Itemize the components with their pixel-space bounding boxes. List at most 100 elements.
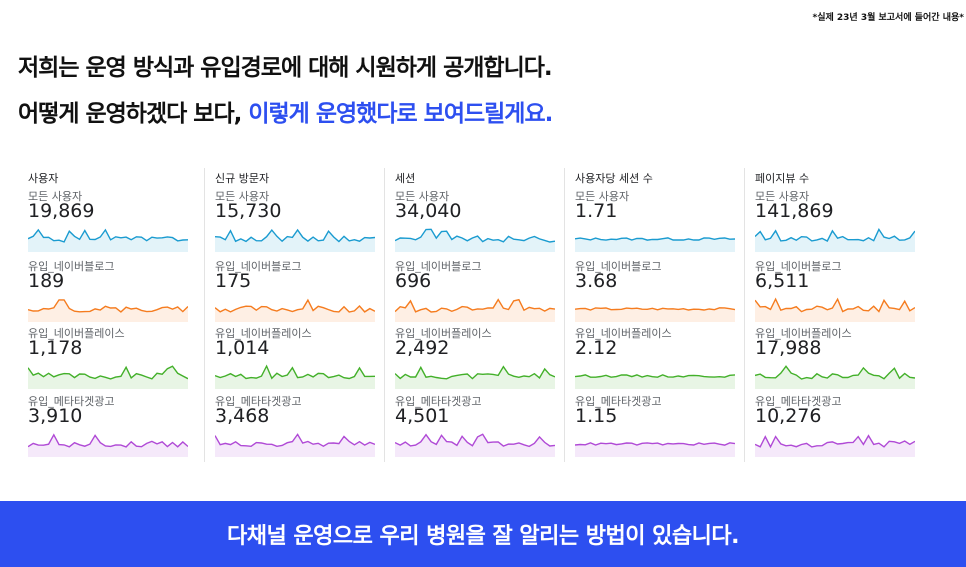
sparkline [215,433,375,457]
metric-column-users: 사용자 모든 사용자 19,869 유입_네이버블로그 189 유입_네이버플레… [24,168,204,462]
column-title: 사용자 [28,172,59,185]
metric-value: 2,492 [395,337,450,359]
metric-column-sessions-per-user: 사용자당 세션 수 모든 사용자 1.71 유입_네이버블로그 3.68 유입_… [564,168,744,462]
metric-value: 6,511 [755,270,810,292]
metric-column-sessions: 세션 모든 사용자 34,040 유입_네이버블로그 696 유입_네이버플레이… [384,168,564,462]
metric-card: 유입_메타타겟광고 3,910 [28,393,190,459]
sparkline-line [755,227,915,242]
sparkline [395,365,555,389]
metric-label: 유입_메타타겟광고 [215,395,302,408]
metric-value: 1.71 [575,200,618,222]
metric-column-pageviews: 페이지뷰 수 모든 사용자 141,869 유입_네이버블로그 6,511 유입… [744,168,924,462]
sparkline [215,228,375,252]
sparkline-line [575,237,735,241]
column-title: 신규 방문자 [215,172,270,185]
sparkline-line [215,228,375,243]
sparkline [395,433,555,457]
sparkline-area [755,299,915,322]
sparkline-line [215,433,375,448]
metric-card: 유입_네이버플레이스 1,014 [215,325,377,391]
metric-value: 696 [395,270,432,292]
metric-label: 모든 사용자 [575,190,630,203]
column-title: 사용자당 세션 수 [575,172,653,185]
sparkline [28,365,188,389]
metric-value: 141,869 [755,200,834,222]
sparkline [755,434,915,457]
sparkline [215,298,375,322]
metric-value: 15,730 [215,200,282,222]
sparkline-area [575,237,735,252]
metric-card: 유입_네이버블로그 3.68 [575,258,737,324]
metric-label: 유입_네이버플레이스 [215,327,312,340]
sparkline [755,297,915,322]
metric-label: 유입_네이버플레이스 [28,327,125,340]
sparkline-area [395,299,555,322]
metric-card: 모든 사용자 15,730 [215,188,377,254]
metric-value: 175 [215,270,252,292]
metric-value: 3,468 [215,405,270,427]
metric-label: 유입_네이버플레이스 [575,327,672,340]
metric-card: 모든 사용자 141,869 [755,188,917,254]
metric-label: 유입_메타타겟광고 [755,395,842,408]
sparkline [28,433,188,457]
metric-column-new-visitors: 신규 방문자 모든 사용자 15,730 유입_네이버블로그 175 유입_네이… [204,168,384,462]
sparkline-area [215,434,375,457]
metric-card: 유입_네이버블로그 175 [215,258,377,324]
sparkline-line [395,433,555,448]
sparkline-line [575,374,735,378]
bottom-banner: 다채널 운영으로 우리 병원을 잘 알리는 방법이 있습니다. [0,501,966,567]
sparkline-line [395,228,555,243]
metric-value: 10,276 [755,405,822,427]
sparkline [575,237,735,252]
sparkline-line [215,364,375,380]
metric-card: 유입_메타타겟광고 3,468 [215,393,377,459]
sparkline-area [28,434,188,457]
metric-value: 189 [28,270,65,292]
analytics-summary-panel: 사용자 모든 사용자 19,869 유입_네이버블로그 189 유입_네이버플레… [24,168,924,462]
sparkline [755,365,915,389]
sparkline-area [28,299,188,322]
sparkline-area [755,229,915,252]
metric-value: 34,040 [395,200,462,222]
headline-highlight-text: 이렇게 운영했다로 보여드릴게요. [248,101,553,127]
metric-card: 유입_네이버블로그 696 [395,258,557,324]
sparkline [28,228,188,252]
metric-card: 유입_네이버플레이스 1,178 [28,325,190,391]
metric-card: 유입_메타타겟광고 1.15 [575,393,737,459]
sparkline-area [575,307,735,322]
metric-card: 유입_메타타겟광고 10,276 [755,393,917,459]
sparkline-area [395,229,555,252]
sparkline-area [755,435,915,457]
metric-card: 유입_네이버플레이스 2,492 [395,325,557,391]
metric-value: 3.68 [575,270,618,292]
sparkline-line [28,228,188,243]
metric-card: 모든 사용자 1.71 [575,188,737,254]
sparkline-line [28,299,188,313]
metric-card: 유입_네이버플레이스 17,988 [755,325,917,391]
metric-card: 모든 사용자 34,040 [395,188,557,254]
metric-card: 유입_네이버블로그 189 [28,258,190,324]
sparkline-line [395,365,555,380]
metric-label: 유입_메타타겟광고 [395,395,482,408]
sparkline-area [755,366,915,389]
sparkline-area [215,366,375,389]
metric-label: 모든 사용자 [755,190,810,203]
metric-value: 4,501 [395,405,450,427]
metric-card: 유입_네이버블로그 6,511 [755,258,917,324]
sparkline-area [575,374,735,389]
sparkline-line [575,442,735,446]
report-note: *실제 23년 3월 보고서에 들어간 내용* [812,13,964,23]
metric-card: 유입_네이버플레이스 2.12 [575,325,737,391]
sparkline-area [395,434,555,457]
sparkline-line [28,365,188,380]
metric-value: 1.15 [575,405,618,427]
column-title: 세션 [395,172,416,185]
metric-label: 유입_네이버블로그 [575,260,662,273]
sparkline-area [28,366,188,389]
metric-label: 유입_네이버플레이스 [755,327,852,340]
sparkline [575,307,735,322]
sparkline [28,299,188,322]
metric-label: 유입_네이버블로그 [215,260,302,273]
metric-label: 모든 사용자 [395,190,450,203]
sparkline [395,298,555,322]
